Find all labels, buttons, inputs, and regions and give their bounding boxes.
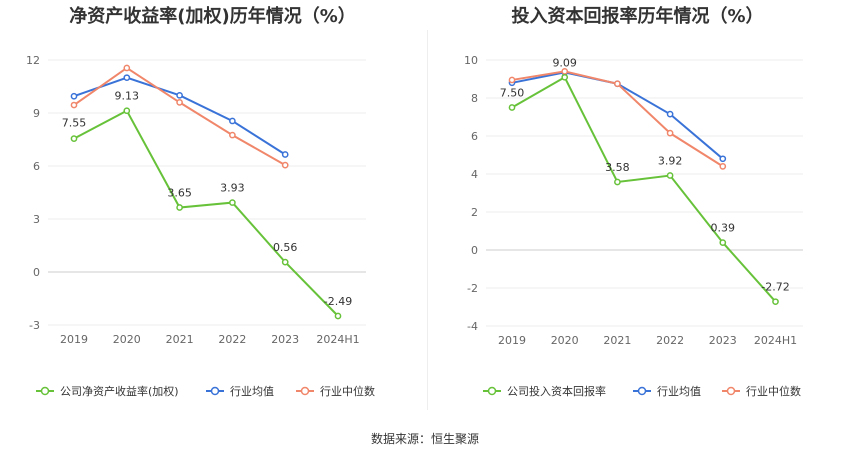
- roe-point-median-0: [70, 101, 78, 109]
- roic-xtick-label-2: 2021: [603, 334, 631, 347]
- roe-data-label-5: -2.49: [324, 295, 352, 308]
- roe-point-avg-4: [281, 151, 289, 158]
- chart-title-roe: 净资产收益率(加权)历年情况（%）: [69, 6, 356, 27]
- roic-ytick-label-1: -2: [467, 282, 478, 295]
- roe-point-company-1: [123, 107, 131, 115]
- roic-point-company-4: [719, 239, 727, 246]
- roe-point-avg-1: [123, 74, 131, 82]
- roic-point-median-3: [666, 129, 674, 137]
- roe-ytick-label-1: 0: [33, 266, 40, 279]
- roic-data-label-3: 3.92: [658, 155, 683, 168]
- roe-point-avg-3: [229, 117, 236, 125]
- roic-legend-marker-avg: [637, 386, 647, 396]
- roic-point-median-0: [508, 76, 516, 84]
- roic-legend-marker-company: [487, 386, 497, 396]
- roe-data-label-0: 7.55: [62, 117, 87, 130]
- roe-series-line-avg: [73, 76, 286, 156]
- roic-ytick-label-2: 0: [471, 244, 478, 257]
- roe-data-label-3: 3.93: [220, 182, 245, 195]
- roe-ytick-label-2: 3: [33, 213, 40, 226]
- roe-xtick-label-3: 2022: [218, 333, 246, 346]
- roe-xtick-label-5: 2024H1: [316, 333, 359, 346]
- roic-data-label-5: -2.72: [761, 281, 789, 294]
- roic-legend-label-company: 公司投入资本回报率: [507, 384, 606, 398]
- chart-title-roic: 投入资本回报率历年情况（%）: [511, 6, 764, 27]
- roic-xtick-label-4: 2023: [709, 334, 737, 347]
- roe-point-company-3: [229, 199, 236, 206]
- roe-xtick-label-2: 2021: [166, 333, 194, 346]
- roe-point-median-2: [176, 99, 183, 106]
- roe-point-avg-0: [70, 92, 78, 100]
- roe-data-label-2: 3.65: [167, 187, 192, 200]
- roic-data-label-1: 9.09: [552, 56, 577, 69]
- roic-series-line-company: [511, 75, 777, 303]
- roic-data-label-0: 7.50: [500, 87, 525, 100]
- roic-ytick-label-6: 8: [471, 92, 478, 105]
- roe-point-company-5: [334, 312, 342, 320]
- roe-ytick-label-3: 6: [33, 160, 40, 173]
- roe-legend-marker-median: [300, 386, 310, 396]
- roic-point-median-4: [719, 163, 727, 170]
- roic-xtick-label-5: 2024H1: [754, 334, 797, 347]
- roe-point-company-4: [281, 258, 289, 266]
- roe-point-median-3: [229, 131, 236, 139]
- roe-data-label-4: 0.56: [273, 241, 298, 254]
- roic-point-company-5: [772, 298, 779, 306]
- roe-point-median-4: [281, 161, 289, 169]
- roe-xtick-label-0: 2019: [60, 333, 88, 346]
- roe-series-line-median: [73, 66, 286, 166]
- roic-xtick-label-0: 2019: [498, 334, 526, 347]
- roe-point-median-1: [123, 64, 131, 72]
- roe-point-avg-2: [176, 91, 183, 99]
- roic-point-avg-4: [719, 155, 727, 163]
- roic-data-label-2: 3.58: [605, 161, 630, 174]
- roic-ytick-label-3: 2: [471, 206, 478, 219]
- roic-ytick-label-4: 4: [471, 168, 478, 181]
- roic-xtick-label-1: 2020: [551, 334, 579, 347]
- roic-point-company-0: [508, 104, 516, 111]
- roic-ytick-label-0: -4: [467, 320, 478, 333]
- roe-legend-label-median: 行业中位数: [320, 384, 375, 398]
- roe-data-label-1: 9.13: [115, 90, 140, 103]
- roe-ytick-label-0: -3: [29, 319, 40, 332]
- roic-point-company-1: [561, 73, 569, 81]
- roe-legend-marker-company: [40, 386, 50, 396]
- roic-legend-marker-median: [726, 386, 736, 396]
- roic-point-median-1: [561, 68, 569, 75]
- roic-ytick-label-7: 10: [464, 54, 478, 67]
- roic-point-company-3: [666, 172, 674, 179]
- roe-legend-label-company: 公司净资产收益率(加权): [60, 384, 179, 398]
- roe-ytick-label-4: 9: [33, 107, 40, 120]
- roe-point-company-2: [176, 204, 183, 211]
- roic-point-avg-3: [666, 110, 674, 118]
- roic-legend-label-median: 行业中位数: [746, 384, 801, 398]
- roic-ytick-label-5: 6: [471, 130, 478, 143]
- roic-point-company-2: [614, 178, 621, 186]
- roic-data-label-4: 0.39: [711, 222, 736, 235]
- roic-legend-label-avg: 行业均值: [657, 385, 701, 398]
- roic-point-median-2: [614, 80, 621, 88]
- roe-legend-label-avg: 行业均值: [230, 385, 274, 398]
- data-source: 数据来源：恒生聚源: [370, 432, 479, 446]
- roe-series-line-company: [73, 109, 339, 317]
- roe-legend-marker-avg: [210, 386, 220, 396]
- roe-xtick-label-4: 2023: [271, 333, 299, 346]
- roe-ytick-label-5: 12: [26, 54, 40, 67]
- panel-divider: [427, 30, 428, 410]
- roic-xtick-label-3: 2022: [656, 334, 684, 347]
- roe-point-company-0: [70, 135, 78, 142]
- roe-xtick-label-1: 2020: [113, 333, 141, 346]
